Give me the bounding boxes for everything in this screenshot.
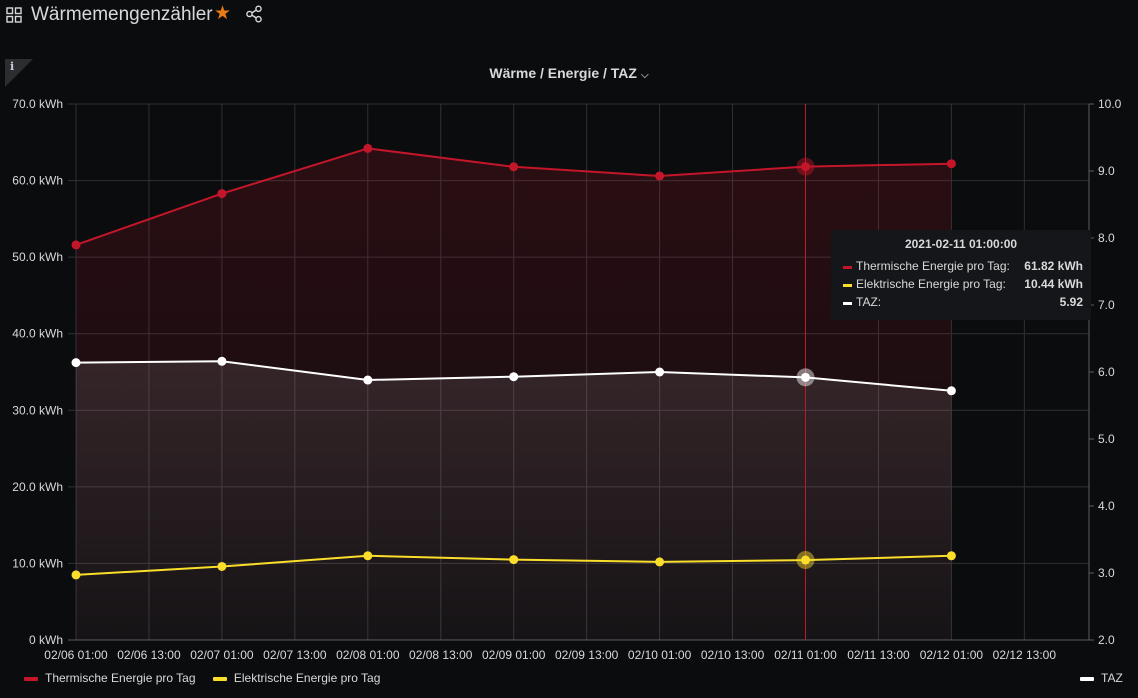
x-tick-label: 02/07 01:00	[190, 648, 254, 662]
y-right-tick-label: 6.0	[1098, 365, 1115, 379]
tooltip-swatch	[843, 266, 852, 269]
data-point	[217, 356, 227, 366]
legend-label: Thermische Energie pro Tag	[45, 671, 196, 685]
legend-item-taz[interactable]: TAZ	[1080, 671, 1123, 685]
y-right-tick-label: 8.0	[1098, 231, 1115, 245]
tooltip-row: Elektrische Energie pro Tag: 10.44 kWh	[843, 277, 1083, 293]
x-tick-label: 02/12 13:00	[993, 648, 1057, 662]
data-point	[509, 555, 519, 565]
y-right-tick-label: 9.0	[1098, 164, 1115, 178]
data-point	[509, 372, 519, 382]
x-tick-label: 02/10 01:00	[628, 648, 692, 662]
data-point	[946, 159, 956, 169]
legend-swatch	[212, 676, 227, 681]
y-left-tick-label: 70.0 kWh	[12, 97, 63, 111]
tooltip-row: TAZ: 5.92	[843, 295, 1083, 311]
panel-title-text: Wärme / Energie / TAZ	[489, 65, 637, 81]
y-right-tick-label: 5.0	[1098, 432, 1115, 446]
hover-tooltip: 2021-02-11 01:00:00 Thermische Energie p…	[831, 230, 1091, 320]
info-icon[interactable]: i	[10, 60, 15, 73]
data-point	[217, 561, 227, 571]
x-tick-label: 02/10 13:00	[701, 648, 765, 662]
y-left-tick-label: 60.0 kWh	[12, 174, 63, 188]
y-left-tick-label: 50.0 kWh	[12, 250, 63, 264]
panel-info-corner[interactable]	[5, 59, 33, 87]
y-right-tick-label: 2.0	[1098, 633, 1115, 647]
data-point	[946, 386, 956, 396]
data-point	[363, 551, 373, 561]
chevron-down-icon: ⌵	[640, 70, 649, 81]
tooltip-row: Thermische Energie pro Tag: 61.82 kWh	[843, 259, 1083, 275]
data-point	[363, 375, 373, 385]
y-left-tick-label: 20.0 kWh	[12, 480, 63, 494]
y-left-tick-label: 40.0 kWh	[12, 327, 63, 341]
tooltip-value: 61.82 kWh	[1024, 259, 1083, 273]
data-point	[946, 551, 956, 561]
legend-swatch	[1080, 676, 1094, 681]
axis-labels: 0 kWh 10.0 kWh 20.0 kWh 30.0 kWh 40.0 kWh 50.…	[12, 97, 1121, 662]
star-icon[interactable]: ★	[214, 3, 232, 24]
data-point	[801, 162, 810, 172]
data-point	[509, 162, 519, 172]
y-left-tick-label: 0 kWh	[29, 633, 63, 647]
x-tick-label: 02/06 01:00	[44, 648, 108, 662]
legend-label: Elektrische Energie pro Tag	[233, 671, 381, 685]
y-right-tick-label: 4.0	[1098, 499, 1115, 513]
x-tick-label: 02/08 13:00	[409, 648, 473, 662]
y-right-tick-label: 3.0	[1098, 566, 1115, 580]
dashboard-title[interactable]: Wärmemengenzähler	[31, 4, 213, 25]
share-icon[interactable]	[245, 5, 263, 23]
x-tick-label: 02/11 13:00	[847, 648, 910, 662]
tooltip-value: 10.44 kWh	[1024, 277, 1083, 291]
tooltip-swatch	[843, 284, 852, 287]
legend-item-elektrisch[interactable]: Elektrische Energie pro Tag	[212, 671, 381, 685]
data-point	[801, 372, 810, 382]
y-right-tick-label: 7.0	[1098, 298, 1115, 312]
data-point	[217, 189, 227, 199]
x-tick-label: 02/07 13:00	[263, 648, 327, 662]
tooltip-label: Elektrische Energie pro Tag:	[856, 277, 1006, 291]
y-left-tick-label: 30.0 kWh	[12, 403, 63, 417]
data-point	[801, 555, 810, 565]
data-point	[655, 171, 665, 181]
data-point	[655, 557, 665, 567]
data-point	[655, 367, 665, 377]
tooltip-label: Thermische Energie pro Tag:	[856, 259, 1010, 273]
y-left-tick-label: 10.0 kWh	[12, 556, 63, 570]
panel-title[interactable]: Wärme / Energie / TAZ ⌵	[0, 65, 1138, 81]
series-fills	[76, 148, 952, 640]
legend-item-thermisch[interactable]: Thermische Energie pro Tag	[24, 671, 196, 685]
data-point	[71, 358, 81, 368]
legend-swatch	[24, 676, 38, 681]
tooltip-value: 5.92	[1059, 295, 1083, 309]
chart-legend-right: TAZ	[1080, 671, 1137, 685]
data-point	[363, 143, 373, 153]
x-tick-label: 02/11 01:00	[774, 648, 837, 662]
chart-legend: Thermische Energie pro Tag Elektrische E…	[24, 671, 394, 685]
dashboard-header: Wärmemengenzähler ★	[0, 0, 1138, 30]
apps-icon[interactable]	[6, 7, 22, 23]
data-point	[71, 240, 81, 250]
y-right-tick-label: 10.0	[1098, 97, 1122, 111]
tooltip-title: 2021-02-11 01:00:00	[904, 237, 1018, 251]
legend-label: TAZ	[1101, 671, 1123, 685]
series-points	[71, 143, 956, 580]
series-fill	[76, 361, 952, 640]
x-tick-label: 02/09 13:00	[555, 648, 619, 662]
x-tick-label: 02/08 01:00	[336, 648, 400, 662]
x-tick-label: 02/09 01:00	[482, 648, 546, 662]
x-tick-label: 02/12 01:00	[920, 648, 984, 662]
tooltip-swatch	[843, 302, 852, 305]
tooltip-label: TAZ:	[856, 295, 882, 309]
x-tick-label: 02/06 13:00	[117, 648, 181, 662]
data-point	[71, 570, 81, 580]
